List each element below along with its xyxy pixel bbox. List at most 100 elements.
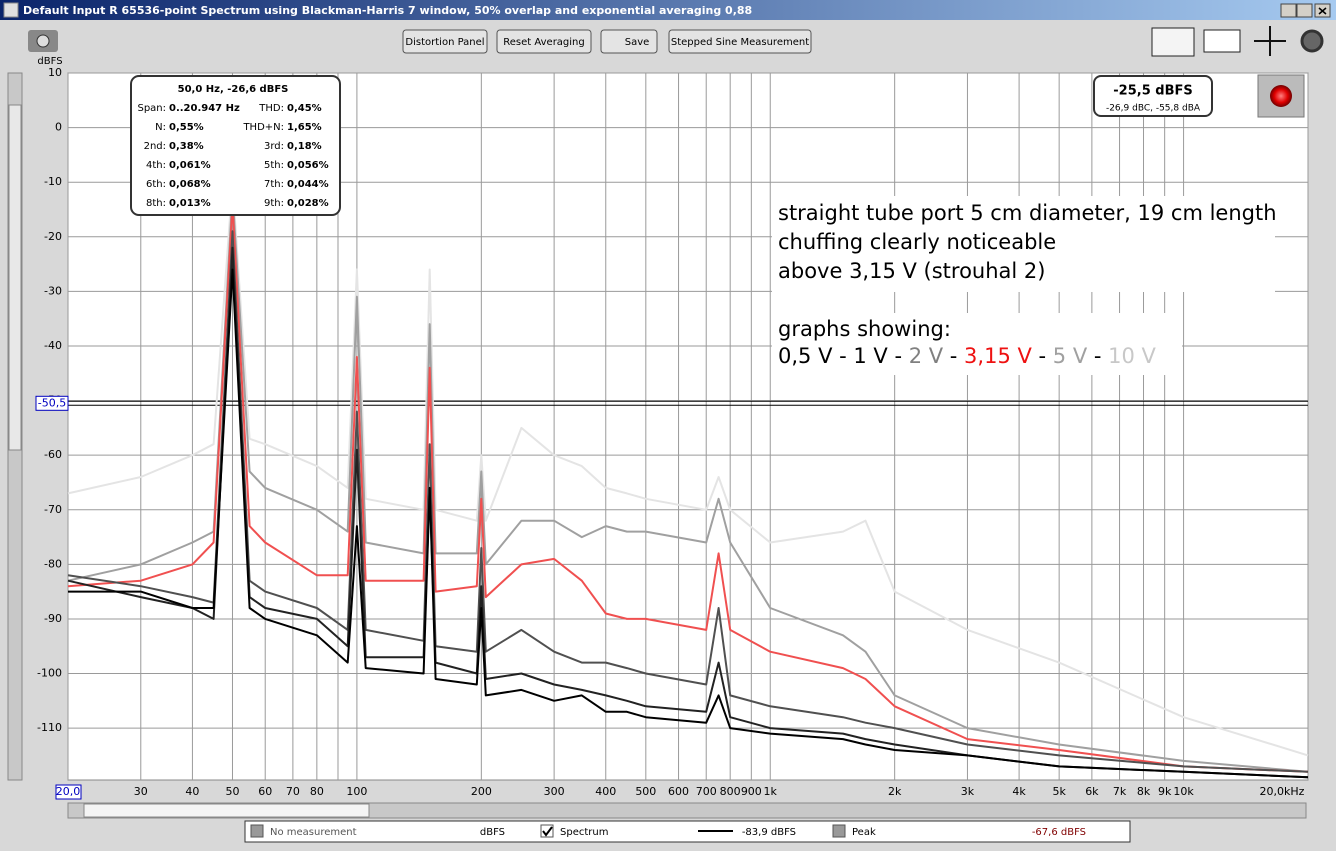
annotation-line: graphs showing: <box>778 317 951 341</box>
h-scrollbar[interactable] <box>67 802 1307 819</box>
annotation-line: above 3,15 V (strouhal 2) <box>778 259 1045 283</box>
x-tick-label: 700 <box>696 785 717 798</box>
x-tick-label: 300 <box>544 785 565 798</box>
y-tick-label: -40 <box>44 339 62 352</box>
distortion-value: 0,056% <box>287 160 329 171</box>
x-tick-label: 200 <box>471 785 492 798</box>
x-tick-label: 7k <box>1113 785 1127 798</box>
annotation-segment: - <box>1087 344 1108 368</box>
level-box <box>1093 75 1213 117</box>
record-indicator <box>1270 85 1292 107</box>
layout-button[interactable] <box>1151 27 1195 57</box>
x-tick-label: 20,0kHz <box>1260 785 1305 798</box>
legend-text: -67,6 dBFS <box>1032 827 1086 838</box>
v-scroll-thumb[interactable] <box>8 104 22 451</box>
cursor-box <box>35 395 69 411</box>
distortion-value: 1,65% <box>287 122 322 133</box>
annotation-bg <box>772 313 1182 375</box>
columns-button[interactable] <box>1203 29 1241 53</box>
x-tick-label: 2k <box>888 785 902 798</box>
annotation-segment: 5 V <box>1053 344 1088 368</box>
distortion-key: 5th: <box>264 160 284 171</box>
legend-items: No measurement dBFS Spectrum -83,9 dBFS Peak… <box>250 824 1086 838</box>
x-tick-label: 900 <box>741 785 762 798</box>
distortion-value: 0,55% <box>169 122 204 133</box>
annotation-line: chuffing clearly noticeable <box>778 230 1056 254</box>
toolbar-button-label: Distortion Panel <box>405 37 484 48</box>
toolbar-button[interactable] <box>402 29 488 54</box>
annotation-segment: - <box>1032 344 1053 368</box>
legend-check[interactable] <box>832 824 846 838</box>
spectrum-line <box>67 230 1309 773</box>
distortion-value: 0,38% <box>169 141 204 152</box>
y-tick-label: -110 <box>37 721 62 734</box>
title-bar <box>0 0 1336 20</box>
x-tick-label: 500 <box>635 785 656 798</box>
overlay: straight tube port 5 cm diameter, 19 cm … <box>130 75 1277 375</box>
toolbar-button[interactable] <box>496 29 592 54</box>
spectrum-line <box>67 246 1309 779</box>
annotation-segment: 2 V <box>909 344 944 368</box>
x-tick-label: 800 <box>720 785 741 798</box>
x-tick-label: 5k <box>1052 785 1066 798</box>
x-tick-label: 20,0 <box>56 785 81 798</box>
x-tick-label: 70 <box>286 785 300 798</box>
y-axis-label: dBFS <box>37 56 62 67</box>
y-tick-label: -30 <box>44 284 62 297</box>
distortion-key: N: <box>155 122 166 133</box>
annotation-segment: - <box>943 344 964 368</box>
legend-text: Peak <box>852 827 876 838</box>
annotation-segment: 0,5 V - 1 V - <box>778 344 909 368</box>
y-tick-label: -10 <box>44 175 62 188</box>
cursor-label: -50,5 <box>38 396 66 409</box>
toolbar: Distortion Panel Reset Averaging Save Stepp… <box>402 29 812 54</box>
minimize[interactable] <box>1280 3 1297 18</box>
h-scroll-thumb[interactable] <box>83 803 370 818</box>
legend-check[interactable] <box>540 824 554 838</box>
level-main: -25,5 dBFS <box>1113 84 1192 99</box>
window-title: Default Input R 65536-point Spectrum usi… <box>23 4 752 17</box>
distortion-value: 0..20.947 Hz <box>169 103 240 114</box>
zoom-button[interactable] <box>1254 26 1286 56</box>
settings-button[interactable] <box>1300 29 1324 53</box>
legend-text: Spectrum <box>560 827 608 838</box>
distortion-key: THD: <box>258 103 284 114</box>
toolbar-button[interactable] <box>600 29 658 54</box>
y-tick-label: -20 <box>44 230 62 243</box>
distortion-value: 0,45% <box>287 103 322 114</box>
spectrum-line <box>67 192 1309 773</box>
distortion-key: 7th: <box>264 179 284 190</box>
x-tick-label: 9k <box>1158 785 1172 798</box>
annotation-line: straight tube port 5 cm diameter, 19 cm … <box>778 201 1277 225</box>
y-tick-label: -60 <box>44 448 62 461</box>
x-start-box <box>55 784 82 800</box>
distortion-key: 8th: <box>146 198 166 209</box>
y-tick-label: 10 <box>48 66 62 79</box>
distortion-key: Span: <box>137 103 166 114</box>
legend-text: No measurement <box>270 827 357 838</box>
x-tick-label: 10k <box>1173 785 1194 798</box>
maximize[interactable] <box>1296 3 1313 18</box>
annotation-legend: 0,5 V - 1 V - 2 V - 3,15 V - 5 V - 10 V <box>778 344 1157 368</box>
y-tick-label: -80 <box>44 557 62 570</box>
y-tick-label: 0 <box>55 121 62 134</box>
spectrum-line <box>67 181 1309 757</box>
distortion-value: 0,18% <box>287 141 322 152</box>
distortion-value: 0,044% <box>287 179 329 190</box>
toolbar-button-label: Stepped Sine Measurement <box>671 37 809 48</box>
legend-check[interactable] <box>250 824 264 838</box>
distortion-key: 2nd: <box>144 141 166 152</box>
legend-bar <box>244 820 1131 843</box>
toolbar-button[interactable] <box>668 29 812 54</box>
y-tick-label: -90 <box>44 612 62 625</box>
annotation-segment: 3,15 V <box>964 344 1032 368</box>
level-sub: -26,9 dBC, -55,8 dBA <box>1106 104 1201 114</box>
distortion-key: 3rd: <box>264 141 284 152</box>
distortion-header: 50,0 Hz, -26,6 dBFS <box>178 84 289 95</box>
plot: 100-10-20-30-40-50-60-70-80-90-100-11020… <box>35 66 1309 800</box>
legend-text: dBFS <box>480 827 505 838</box>
x-tick-label: 60 <box>258 785 272 798</box>
app-icon <box>3 2 19 18</box>
